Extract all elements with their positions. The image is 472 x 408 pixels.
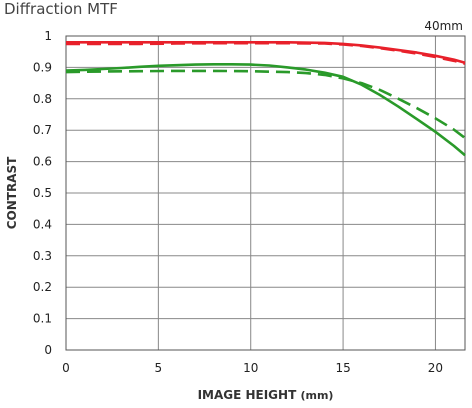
plot-area-frame bbox=[65, 35, 466, 351]
x-tick-labels: 0 5 10 15 20 bbox=[62, 361, 443, 375]
x-tick-label: 15 bbox=[335, 361, 350, 375]
y-tick-label: 0.6 bbox=[33, 155, 52, 169]
y-tick-label: 1 bbox=[44, 29, 52, 43]
x-tick-label: 5 bbox=[155, 361, 163, 375]
y-tick-label: 0.1 bbox=[33, 312, 52, 326]
y-tick-label: 0.4 bbox=[33, 217, 52, 231]
series-line-2 bbox=[66, 41, 466, 65]
y-tick-label: 0.2 bbox=[33, 280, 52, 294]
y-axis-label: CONTRAST bbox=[5, 156, 19, 229]
y-tick-label: 0.9 bbox=[33, 60, 52, 74]
x-tick-label: 0 bbox=[62, 361, 70, 375]
page-title: Diffraction MTF bbox=[4, 0, 118, 18]
x-tick-label: 10 bbox=[243, 361, 258, 375]
x-tick-label: 20 bbox=[428, 361, 443, 375]
y-tick-label: 0.3 bbox=[33, 249, 52, 263]
series-line-3 bbox=[65, 63, 466, 157]
series-layer bbox=[65, 41, 466, 157]
y-tick-label: 0 bbox=[44, 343, 52, 357]
y-tick-labels: 0 0.1 0.2 0.3 0.4 0.5 0.6 0.7 0.8 0.9 1 bbox=[33, 29, 52, 357]
y-tick-label: 0.5 bbox=[33, 186, 52, 200]
grid-lines bbox=[65, 35, 465, 351]
x-axis-label-unit: (mm) bbox=[300, 389, 333, 402]
x-axis-label-text: IMAGE HEIGHT bbox=[198, 388, 298, 402]
focal-length-annotation: 40mm bbox=[424, 19, 463, 33]
y-tick-label: 0.8 bbox=[33, 92, 52, 106]
x-axis-label: IMAGE HEIGHT (mm) bbox=[198, 388, 334, 402]
series-line-4 bbox=[65, 69, 466, 140]
y-tick-label: 0.7 bbox=[33, 123, 52, 137]
